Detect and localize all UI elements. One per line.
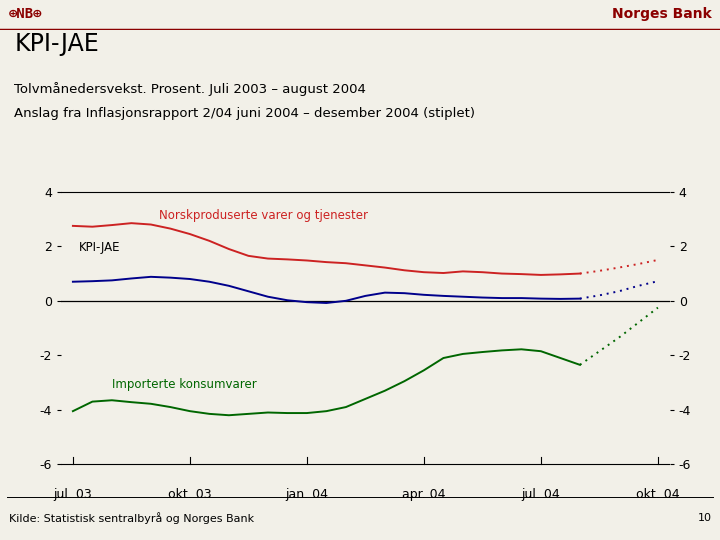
- Text: Importerte konsumvarer: Importerte konsumvarer: [112, 379, 256, 392]
- Text: ⊕NB⊕: ⊕NB⊕: [9, 7, 42, 21]
- Text: KPI-JAE: KPI-JAE: [14, 32, 99, 56]
- Text: Tolvmånedersvekst. Prosent. Juli 2003 – august 2004: Tolvmånedersvekst. Prosent. Juli 2003 – …: [14, 82, 366, 96]
- Text: Anslag fra Inflasjonsrapport 2/04 juni 2004 – desember 2004 (stiplet): Anslag fra Inflasjonsrapport 2/04 juni 2…: [14, 107, 475, 120]
- Text: Norges Bank: Norges Bank: [611, 7, 711, 21]
- Text: KPI-JAE: KPI-JAE: [78, 241, 120, 254]
- Text: Norskproduserte varer og tjenester: Norskproduserte varer og tjenester: [158, 210, 368, 222]
- Text: 10: 10: [698, 513, 711, 523]
- Text: Kilde: Statistisk sentralbyrå og Norges Bank: Kilde: Statistisk sentralbyrå og Norges …: [9, 512, 253, 524]
